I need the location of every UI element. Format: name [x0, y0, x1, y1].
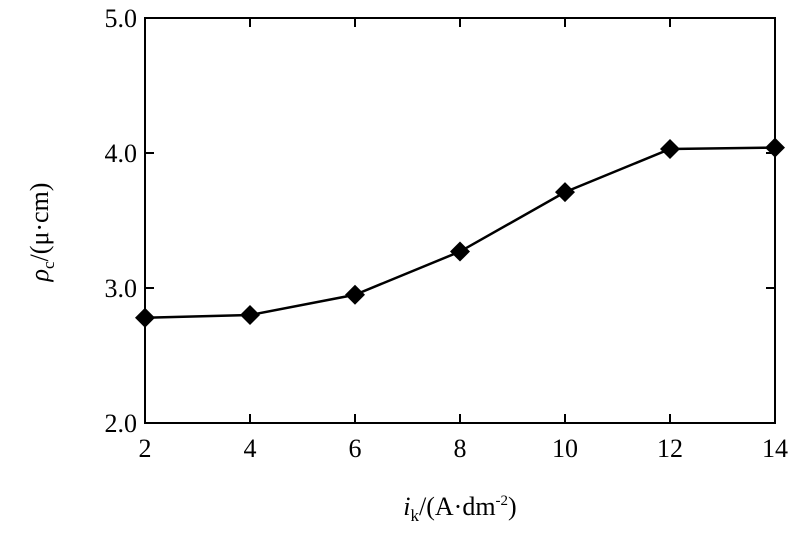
y-axis-label: ρc/(μ·cm): [25, 183, 58, 283]
data-point-marker: [345, 284, 365, 305]
x-axis-label-variable: i: [403, 492, 410, 521]
x-axis-label-subscript: k: [411, 506, 420, 525]
x-tick-label: 12: [657, 434, 683, 463]
x-tick-label: 8: [454, 434, 467, 463]
y-tick-label: 2.0: [105, 409, 138, 438]
series-group: [135, 137, 785, 328]
data-point-marker: [240, 305, 260, 325]
y-tick-label: 4.0: [105, 139, 138, 168]
x-tick-label: 4: [244, 434, 257, 463]
x-axis-label-unit-close: ): [508, 492, 517, 521]
x-tick-label: 6: [349, 434, 362, 463]
x-axis-label: ik/(A·dm-2): [403, 492, 516, 525]
x-axis-label-unit-open: /(A·dm: [419, 492, 496, 521]
plot-frame: [144, 17, 776, 424]
data-point-marker: [660, 138, 680, 159]
x-axis-ticks: 2 4 6 8 10 12 14: [139, 18, 788, 463]
series-line: [144, 146, 776, 319]
y-axis-label-subscript: c: [39, 261, 58, 269]
y-axis-label-unit: /(μ·cm): [25, 183, 54, 262]
x-tick-label: 10: [552, 434, 578, 463]
x-tick-label: 14: [762, 434, 788, 463]
data-point-marker: [555, 182, 575, 203]
y-tick-label: 5.0: [105, 4, 138, 33]
data-point-marker: [450, 241, 470, 262]
x-axis-label-superscript: -2: [496, 493, 509, 509]
y-axis-ticks: 2.0 3.0 4.0 5.0: [105, 4, 775, 438]
data-point-marker: [765, 137, 785, 158]
x-tick-label: 2: [139, 434, 152, 463]
y-axis-label-variable: ρ: [25, 269, 54, 282]
y-tick-label: 3.0: [105, 274, 138, 303]
data-point-marker: [135, 307, 155, 328]
